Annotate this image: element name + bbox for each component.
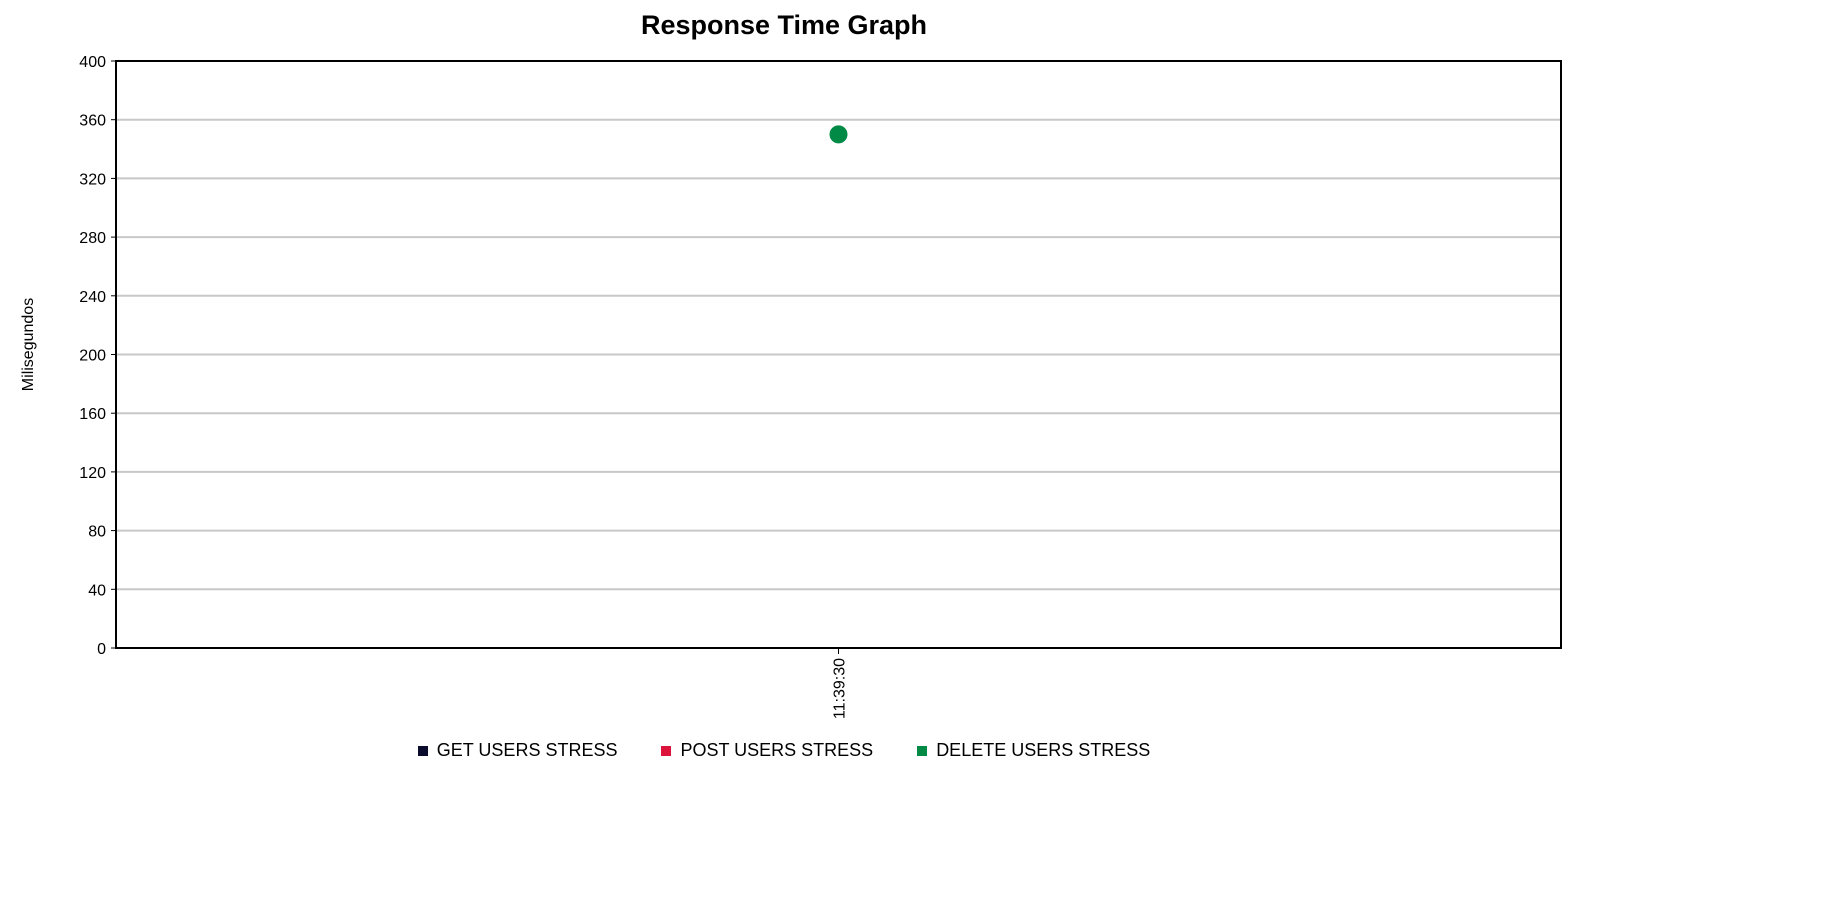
legend-swatch bbox=[917, 745, 928, 756]
legend-swatch bbox=[661, 745, 672, 756]
legend-label: POST USERS STRESS bbox=[680, 740, 874, 760]
x-axis: 11:39:30 bbox=[832, 648, 849, 719]
legend-item: GET USERS STRESS bbox=[417, 740, 618, 761]
y-tick-label: 120 bbox=[79, 465, 106, 482]
legend-label: DELETE USERS STRESS bbox=[936, 740, 1151, 760]
legend-label: GET USERS STRESS bbox=[436, 740, 618, 760]
legend-item: DELETE USERS STRESS bbox=[917, 740, 1150, 761]
y-tick-label: 320 bbox=[79, 171, 106, 188]
y-tick-label: 400 bbox=[79, 54, 106, 71]
x-tick-label: 11:39:30 bbox=[832, 658, 849, 719]
gridlines bbox=[116, 118, 1561, 591]
y-tick-label: 200 bbox=[79, 348, 106, 365]
y-axis: 0 40 80 120 160 200 240 280 320 360 400 bbox=[79, 54, 116, 658]
legend: GET USERS STRESS POST USERS STRESS DELETE … bbox=[0, 740, 1568, 761]
y-tick-label: 40 bbox=[88, 582, 106, 599]
y-tick-label: 80 bbox=[88, 524, 106, 541]
y-tick-label: 240 bbox=[79, 289, 106, 306]
legend-item: POST USERS STRESS bbox=[661, 740, 873, 761]
data-points bbox=[829, 125, 848, 144]
y-tick-label: 0 bbox=[97, 641, 106, 658]
y-tick-label: 280 bbox=[79, 230, 106, 247]
data-point bbox=[829, 125, 848, 144]
y-tick-label: 160 bbox=[79, 406, 106, 423]
y-axis-label: Milisegundos bbox=[20, 298, 37, 391]
chart-title: Response Time Graph bbox=[640, 10, 928, 40]
legend-swatch bbox=[417, 745, 428, 756]
y-tick-label: 360 bbox=[79, 113, 106, 130]
